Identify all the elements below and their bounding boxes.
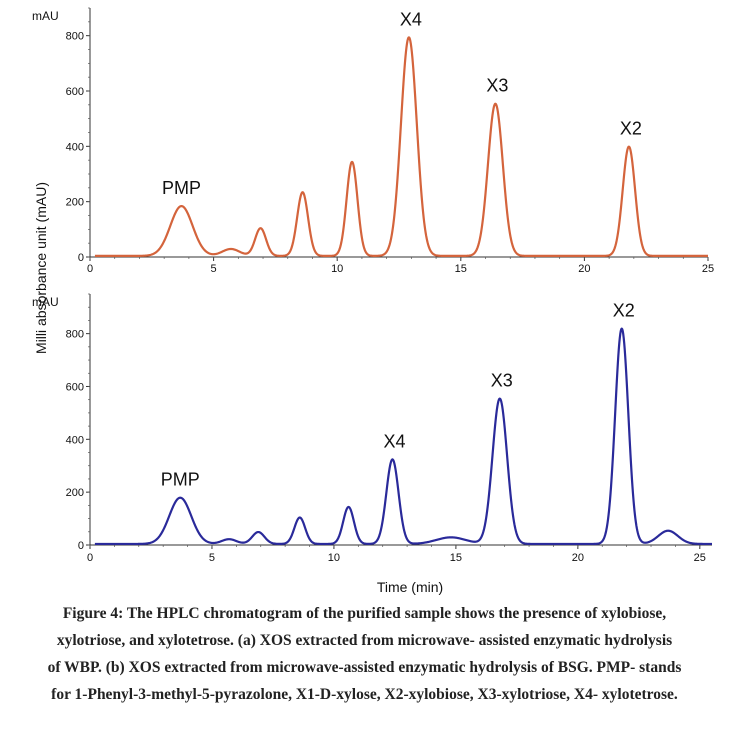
peak-point (230, 248, 232, 250)
peak-point (181, 205, 183, 207)
peak-point (228, 538, 230, 540)
chromatogram-trace (94, 36, 709, 257)
x-tick-label: 20 (578, 263, 590, 275)
y-tick-label: 200 (66, 487, 84, 499)
y-tick-label: 400 (66, 434, 84, 446)
peak-point (621, 328, 623, 330)
y-tick-label: 0 (78, 252, 84, 264)
peak-point (302, 191, 304, 193)
x-tick-label: 5 (211, 263, 217, 275)
peak-point (299, 517, 301, 519)
caption-line: of WBP. (b) XOS extracted from microwave… (47, 659, 682, 676)
peak-label: X2 (620, 119, 642, 139)
peak-label: X4 (383, 431, 405, 451)
y-tick-label: 800 (66, 329, 84, 341)
peak-point (628, 146, 630, 148)
caption-line: xylotriose, and xylotetrose. (a) XOS ext… (56, 632, 673, 649)
x-tick-label: 25 (702, 263, 714, 275)
x-tick-label: 10 (331, 263, 343, 275)
peak-label: PMP (162, 178, 201, 198)
x-tick-label: 10 (328, 552, 340, 564)
peak-point (408, 37, 410, 39)
chromatogram-panel-a: 0 200 400 600 800 mAU 0 5 10 15 20 25 PMP X4 X3 X2 (32, 7, 714, 275)
y-tick-label: 600 (66, 381, 84, 393)
y-tick-label: 600 (66, 86, 84, 98)
x-tick-label: 0 (87, 552, 93, 564)
peak-label: X3 (491, 371, 513, 391)
x-tick-label: 15 (450, 552, 462, 564)
peak-point (179, 497, 181, 499)
hplc-chromatogram-figure: Milli absorbance unit (mAU) Time (min) 0… (32, 7, 714, 595)
peak-point (351, 161, 353, 163)
peak-point (392, 459, 394, 461)
figure-caption: Figure 4: The HPLC chromatogram of the p… (0, 600, 729, 708)
y-axis-title: Milli absorbance unit (mAU) (33, 182, 49, 354)
y-tick-label: 400 (66, 141, 84, 153)
y-tick-label: 0 (78, 540, 84, 552)
caption-line: Figure 4: The HPLC chromatogram of the p… (62, 605, 667, 622)
y-tick-label: 800 (66, 31, 84, 43)
peak-point (260, 227, 262, 229)
peak-point (348, 506, 350, 508)
peak-point (499, 398, 501, 400)
peak-point (667, 530, 669, 532)
y-unit-label: mAU (32, 9, 59, 23)
chromatogram-trace (94, 327, 713, 546)
x-tick-label: 25 (694, 552, 706, 564)
x-tick-label: 0 (87, 263, 93, 275)
peak-label: X4 (400, 9, 422, 29)
peak-point (495, 103, 497, 105)
y-tick-label: 200 (66, 197, 84, 209)
caption-line: for 1-Phenyl-3-methyl-5-pyrazolone, X1-D… (51, 686, 678, 703)
peak-label: X2 (613, 301, 635, 321)
x-tick-label: 5 (209, 552, 215, 564)
y-unit-label: mAU (32, 295, 59, 309)
chromatogram-panel-b: 0 200 400 600 800 mAU 0 5 10 15 20 25 PMP X4 X3 X2 (32, 293, 713, 564)
peak-label: X3 (486, 76, 508, 96)
peak-point (450, 537, 452, 539)
x-tick-label: 15 (455, 263, 467, 275)
x-axis-title: Time (min) (377, 579, 443, 595)
peak-point (258, 531, 260, 533)
x-tick-label: 20 (572, 552, 584, 564)
peak-label: PMP (161, 470, 200, 490)
